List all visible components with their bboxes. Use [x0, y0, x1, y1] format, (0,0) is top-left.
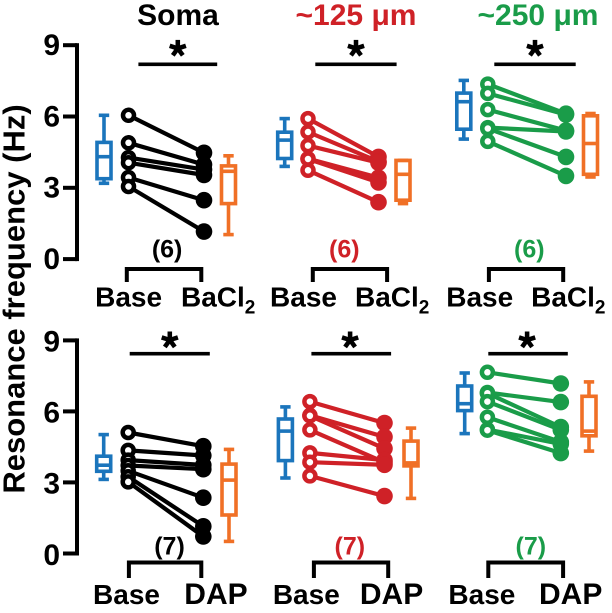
svg-text:Soma: Soma [137, 0, 219, 32]
svg-text:(7): (7) [154, 532, 185, 560]
svg-text:0: 0 [43, 539, 60, 572]
svg-text:(7): (7) [335, 532, 366, 560]
svg-text:9: 9 [43, 326, 60, 359]
svg-text:Base: Base [93, 579, 160, 610]
svg-text:Base: Base [446, 282, 513, 313]
svg-text:DAP: DAP [539, 578, 602, 611]
svg-text:(6): (6) [514, 235, 545, 263]
svg-text:6: 6 [43, 100, 60, 133]
svg-text:3: 3 [43, 468, 60, 501]
svg-text:Resonance frequency (Hz): Resonance frequency (Hz) [0, 104, 32, 493]
svg-text:DAP: DAP [184, 578, 247, 611]
svg-text:BaCl2: BaCl2 [531, 282, 605, 319]
svg-text:9: 9 [43, 29, 60, 62]
svg-text:~125 μm: ~125 μm [296, 0, 417, 32]
svg-text:BaCl2: BaCl2 [181, 282, 255, 319]
svg-text:3: 3 [43, 172, 60, 205]
svg-text:6: 6 [43, 397, 60, 430]
svg-text:~250 μm: ~250 μm [478, 0, 599, 32]
svg-text:(6): (6) [152, 235, 183, 263]
svg-text:(6): (6) [329, 235, 360, 263]
svg-text:0: 0 [43, 243, 60, 276]
svg-text:DAP: DAP [360, 578, 423, 611]
svg-text:Base: Base [270, 282, 337, 313]
svg-text:(7): (7) [516, 532, 547, 560]
svg-text:BaCl2: BaCl2 [355, 282, 429, 319]
svg-text:Base: Base [273, 579, 340, 610]
svg-text:Base: Base [448, 579, 515, 610]
svg-text:Base: Base [95, 282, 162, 313]
